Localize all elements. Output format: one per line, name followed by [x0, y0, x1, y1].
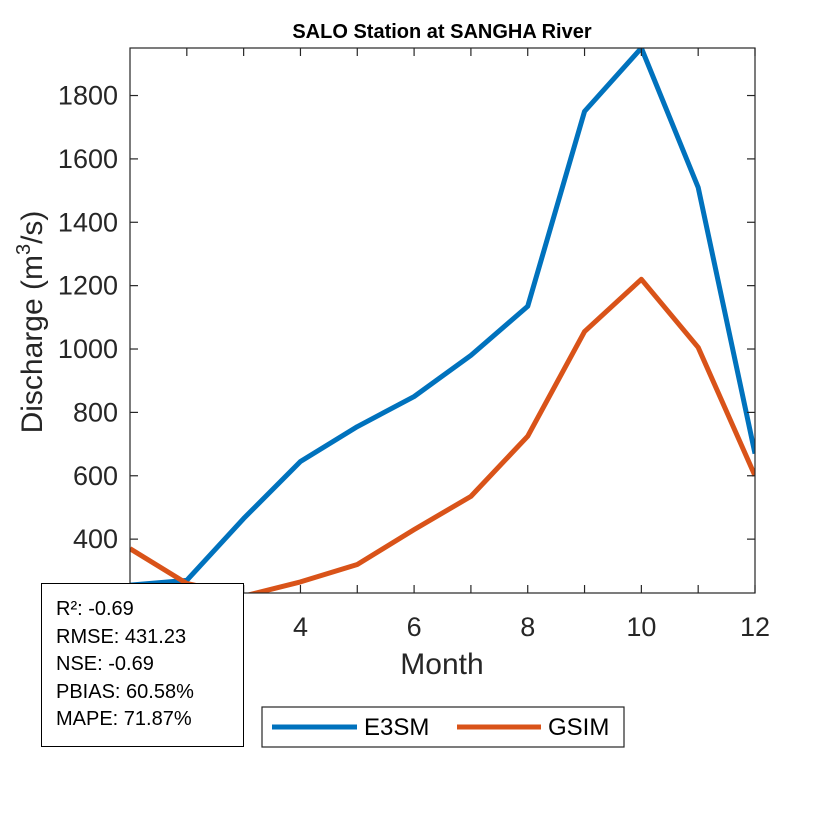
chart-title: SALO Station at SANGHA River [292, 21, 592, 43]
legend-label-gsim: GSIM [548, 714, 609, 741]
y-tick-label: 1000 [58, 334, 118, 364]
x-tick-label: 8 [520, 612, 535, 642]
series-line-e3sm [130, 48, 755, 588]
axes-box [129, 47, 756, 594]
y-tick-label: 600 [73, 461, 118, 491]
y-tick-labels: 400 600 800 1000 1200 1400 1600 1800 [58, 81, 118, 555]
x-tick-label: 6 [407, 612, 422, 642]
y-tick-label: 1600 [58, 144, 118, 174]
legend: E3SM GSIM [261, 706, 625, 748]
y-tick-label: 1800 [58, 81, 118, 111]
x-tick-labels: 4 6 8 10 12 [293, 612, 770, 642]
stat-pbias: PBIAS: 60.58% [56, 680, 194, 703]
stats-box: R²: -0.69 RMSE: 431.23 NSE: -0.69 PBIAS:… [41, 583, 244, 747]
plot-area [130, 48, 755, 593]
x-tick-label: 4 [293, 612, 308, 642]
y-tick-label: 1400 [58, 207, 118, 237]
y-tick-label: 400 [73, 524, 118, 554]
x-tick-label: 12 [740, 612, 770, 642]
stat-r2: R²: -0.69 [56, 598, 134, 620]
y-tick-label: 800 [73, 397, 118, 427]
x-tick-label: 10 [626, 612, 656, 642]
y-axis-label: Discharge (m3/s) [13, 211, 49, 434]
series-line-gsim [130, 276, 755, 593]
x-axis-label: Month [400, 648, 483, 681]
legend-label-e3sm: E3SM [364, 714, 429, 741]
stat-rmse: RMSE: 431.23 [56, 625, 187, 648]
y-tick-label: 1200 [58, 271, 118, 301]
stat-mape: MAPE: 71.87% [56, 708, 192, 730]
stat-nse: NSE: -0.69 [56, 653, 154, 675]
